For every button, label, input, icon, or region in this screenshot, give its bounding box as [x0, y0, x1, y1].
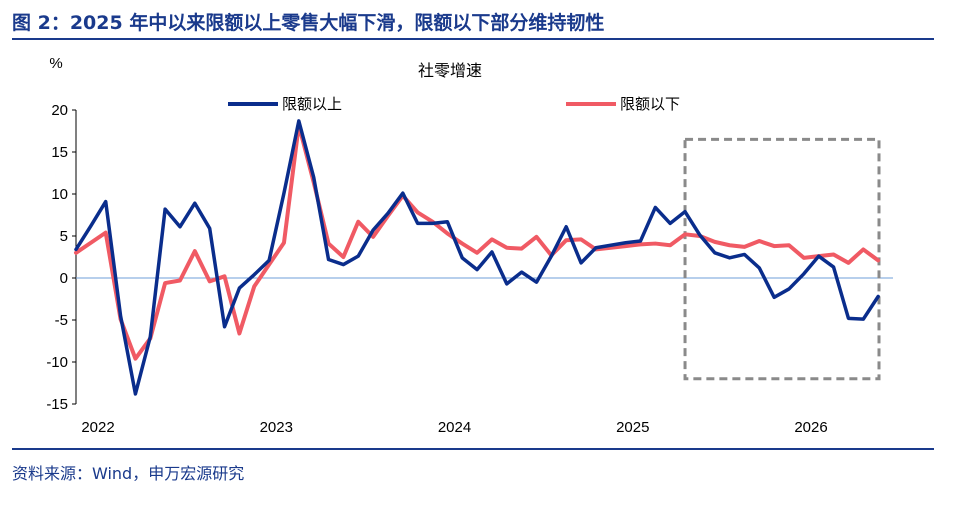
y-tick-label: 15: [51, 144, 68, 161]
source-note: 资料来源：Wind，申万宏源研究: [12, 464, 245, 483]
bottom-rule: [12, 448, 934, 450]
y-tick-label: 20: [51, 102, 68, 119]
legend: 限额以上 限额以下: [228, 95, 680, 113]
axes: 20 15 10 5 0 -5 -10 -15 2022 2023 2024 2025 2026: [46, 102, 893, 436]
legend-label: 限额以下: [620, 95, 680, 113]
top-rule: [12, 38, 934, 40]
y-tick-label: -15: [46, 396, 68, 413]
figure-title: 图 2：2025 年中以来限额以上零售大幅下滑，限额以下部分维持韧性: [12, 12, 605, 34]
series-line-above-quota: [74, 119, 880, 396]
x-tick-label: 2022: [81, 419, 114, 436]
legend-label: 限额以上: [282, 95, 342, 113]
y-tick-label: -10: [46, 354, 68, 371]
x-tick-label: 2024: [438, 419, 471, 436]
y-tick-label: 10: [51, 186, 68, 203]
y-tick-label: -5: [55, 312, 68, 329]
y-axis-unit: %: [49, 55, 62, 72]
chart-title: 社零增速: [418, 61, 482, 80]
series-line-below-quota: [74, 123, 881, 361]
y-tick-label: 0: [60, 270, 68, 287]
series-lines: [74, 119, 881, 396]
x-tick-label: 2025: [616, 419, 649, 436]
x-tick-label: 2023: [260, 419, 293, 436]
x-tick-label: 2026: [794, 419, 827, 436]
y-tick-label: 5: [60, 228, 68, 245]
